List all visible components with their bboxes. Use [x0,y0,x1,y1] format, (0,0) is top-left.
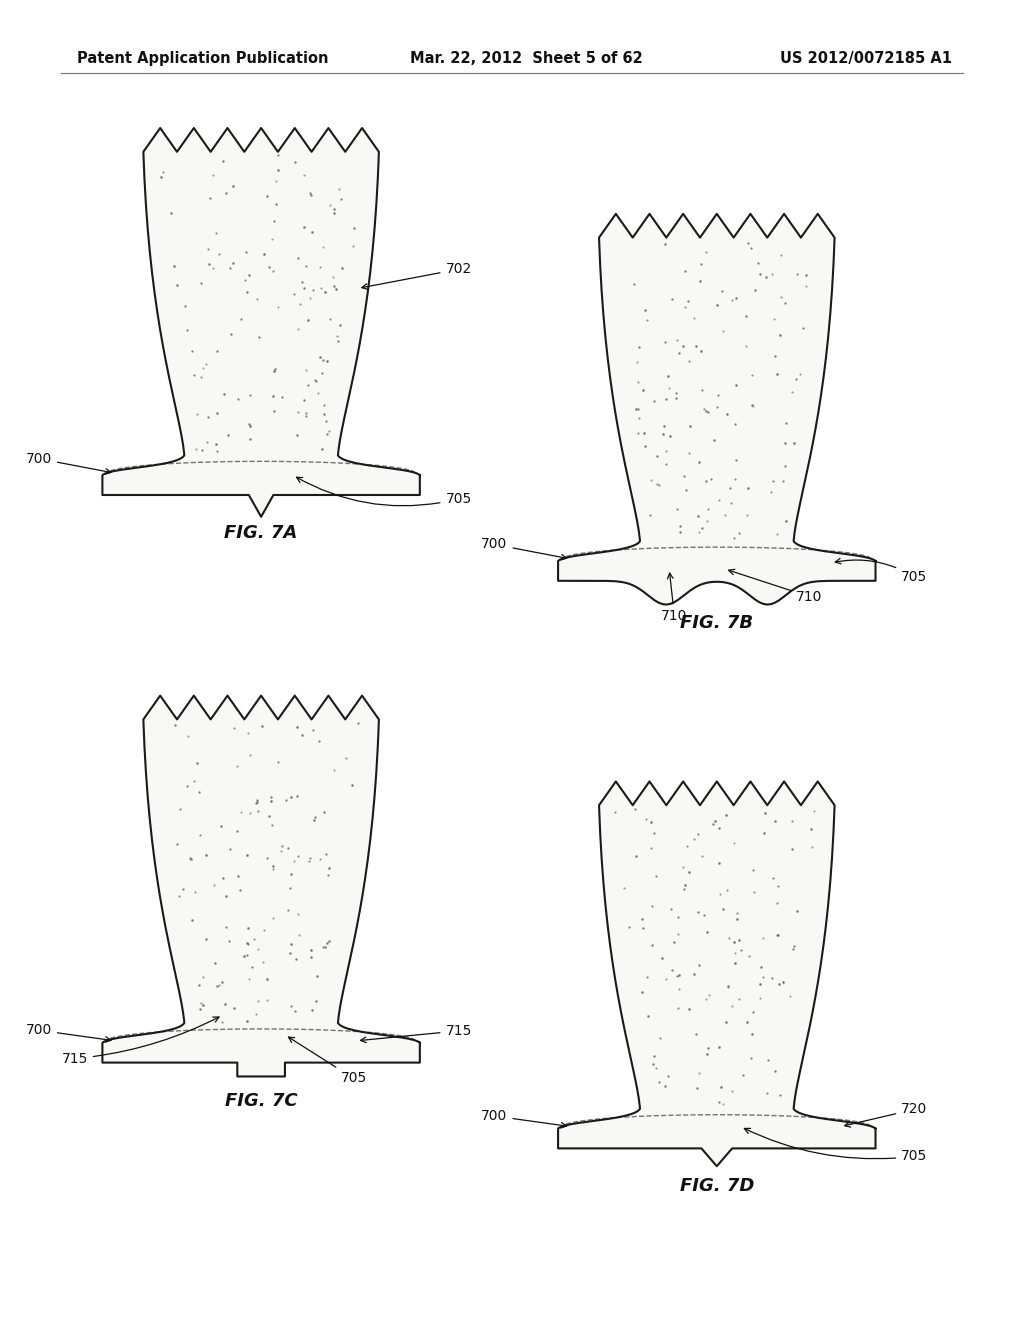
Text: 702: 702 [361,263,472,289]
Text: FIG. 7B: FIG. 7B [680,614,754,632]
Text: 705: 705 [836,558,928,583]
Text: 715: 715 [360,1024,472,1043]
Text: US 2012/0072185 A1: US 2012/0072185 A1 [780,50,952,66]
Text: Patent Application Publication: Patent Application Publication [77,50,329,66]
Text: FIG. 7C: FIG. 7C [225,1092,297,1110]
Polygon shape [558,214,876,605]
Polygon shape [102,128,420,516]
Polygon shape [102,696,420,1077]
Text: 720: 720 [845,1102,928,1127]
Text: 700: 700 [26,451,111,474]
Text: 705: 705 [744,1129,928,1163]
Text: 700: 700 [481,537,566,560]
Polygon shape [558,781,876,1167]
Text: 700: 700 [26,1023,111,1043]
Text: 700: 700 [481,1109,566,1129]
Text: 715: 715 [61,1016,219,1065]
Text: Mar. 22, 2012  Sheet 5 of 62: Mar. 22, 2012 Sheet 5 of 62 [410,50,642,66]
Text: 710: 710 [662,573,688,623]
Text: FIG. 7D: FIG. 7D [680,1177,754,1196]
Text: 705: 705 [297,478,472,506]
Text: FIG. 7A: FIG. 7A [224,524,298,543]
Text: 710: 710 [729,569,822,603]
Text: 705: 705 [289,1038,367,1085]
